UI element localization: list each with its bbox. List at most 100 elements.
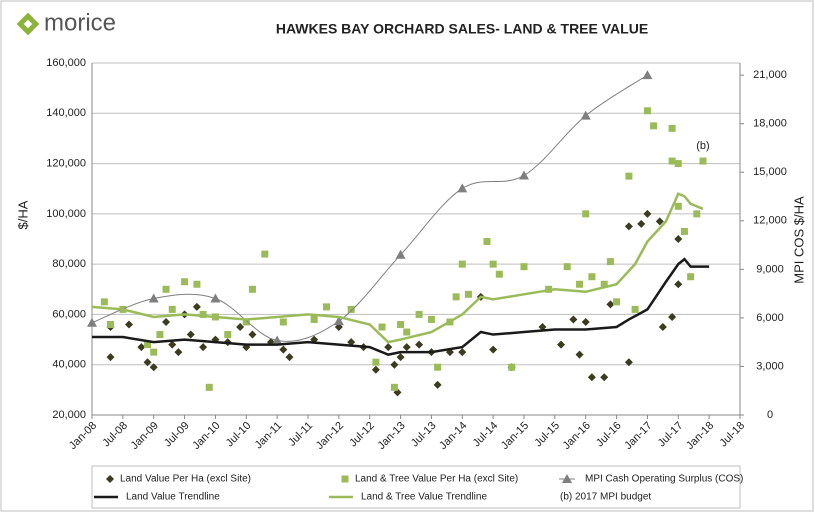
point: [415, 310, 423, 318]
point: [143, 358, 152, 367]
point: [87, 317, 97, 327]
logo-text: morice: [44, 9, 116, 36]
point: [144, 341, 152, 349]
point: [125, 320, 134, 329]
point: [624, 222, 633, 231]
point: [624, 358, 633, 367]
point: [162, 317, 171, 326]
point: [199, 310, 207, 318]
point: [606, 258, 614, 266]
point: [285, 353, 294, 362]
point: [582, 210, 590, 218]
point: [668, 157, 676, 165]
point: [642, 70, 653, 80]
point: [347, 338, 356, 347]
point: [390, 360, 399, 369]
point: [569, 315, 578, 324]
point: [631, 305, 639, 313]
y2-tick-label: 12,000: [753, 215, 787, 227]
logo-mark-inner: [23, 19, 33, 29]
point: [650, 122, 658, 130]
point: [248, 285, 256, 293]
point: [378, 323, 386, 331]
legend-marker: [562, 474, 572, 483]
point: [458, 260, 466, 268]
point: [519, 170, 529, 180]
point: [106, 353, 115, 362]
logo: morice: [16, 9, 116, 36]
point: [588, 273, 596, 281]
point: [205, 383, 213, 391]
point: [323, 303, 331, 311]
legend-label: Land Value Per Ha (excl Site): [120, 474, 251, 485]
point: [210, 293, 221, 303]
point: [395, 249, 406, 259]
y2-tick-label: 9,000: [756, 263, 784, 275]
point: [587, 373, 596, 382]
point: [384, 343, 393, 352]
point: [576, 280, 584, 288]
point: [563, 263, 571, 271]
point: [483, 238, 491, 246]
point: [371, 365, 380, 374]
y-tick-label: 160,000: [46, 57, 86, 69]
point: [508, 363, 516, 371]
point: [149, 363, 158, 372]
point: [637, 219, 646, 228]
point: [687, 273, 695, 281]
legend-marker: [341, 475, 349, 483]
point: [390, 383, 398, 391]
legend-label: Land & Tree Value Per Ha (excl Site): [355, 474, 518, 485]
point: [699, 157, 707, 165]
point: [557, 340, 566, 349]
point: [655, 217, 664, 226]
point: [168, 305, 176, 313]
point: [680, 227, 688, 235]
point: [643, 209, 652, 218]
point: [674, 202, 682, 210]
point: [464, 290, 472, 298]
y-tick-label: 40,000: [52, 359, 86, 371]
point: [261, 250, 269, 258]
point: [310, 315, 318, 323]
point: [643, 107, 651, 115]
y2-tick-label: 21,000: [753, 69, 787, 81]
y2-tick-label: 18,000: [753, 118, 787, 130]
point: [668, 124, 676, 132]
point: [162, 285, 170, 293]
point: [199, 343, 208, 352]
point: [150, 348, 158, 356]
y-tick-label: 20,000: [52, 409, 86, 421]
point: [192, 302, 201, 311]
y2-axis-label: MPI COS $/HA: [791, 196, 806, 284]
point: [347, 305, 355, 313]
point: [674, 235, 683, 243]
legend-note: (b) 2017 MPI budget: [560, 492, 651, 503]
point: [452, 293, 460, 301]
point: [224, 331, 232, 339]
point: [489, 345, 498, 354]
legend-label: Land & Tree Value Trendline: [361, 492, 487, 503]
y-axis-label: $/HA: [15, 200, 30, 229]
point: [674, 280, 683, 289]
point: [248, 330, 257, 339]
point: [693, 210, 701, 218]
point: [396, 353, 405, 362]
y2-tick-label: 15,000: [753, 166, 787, 178]
point: [415, 340, 424, 349]
point: [433, 380, 442, 389]
point: [279, 318, 287, 326]
point: [148, 293, 159, 303]
legend-marker: [106, 475, 114, 483]
y2-tick-label: 3,000: [756, 360, 784, 372]
point: [427, 315, 435, 323]
point: [168, 340, 177, 349]
point: [580, 110, 591, 120]
point: [434, 363, 442, 371]
point: [372, 358, 380, 366]
point: [403, 328, 411, 336]
point: [658, 323, 667, 331]
point: [100, 298, 108, 306]
